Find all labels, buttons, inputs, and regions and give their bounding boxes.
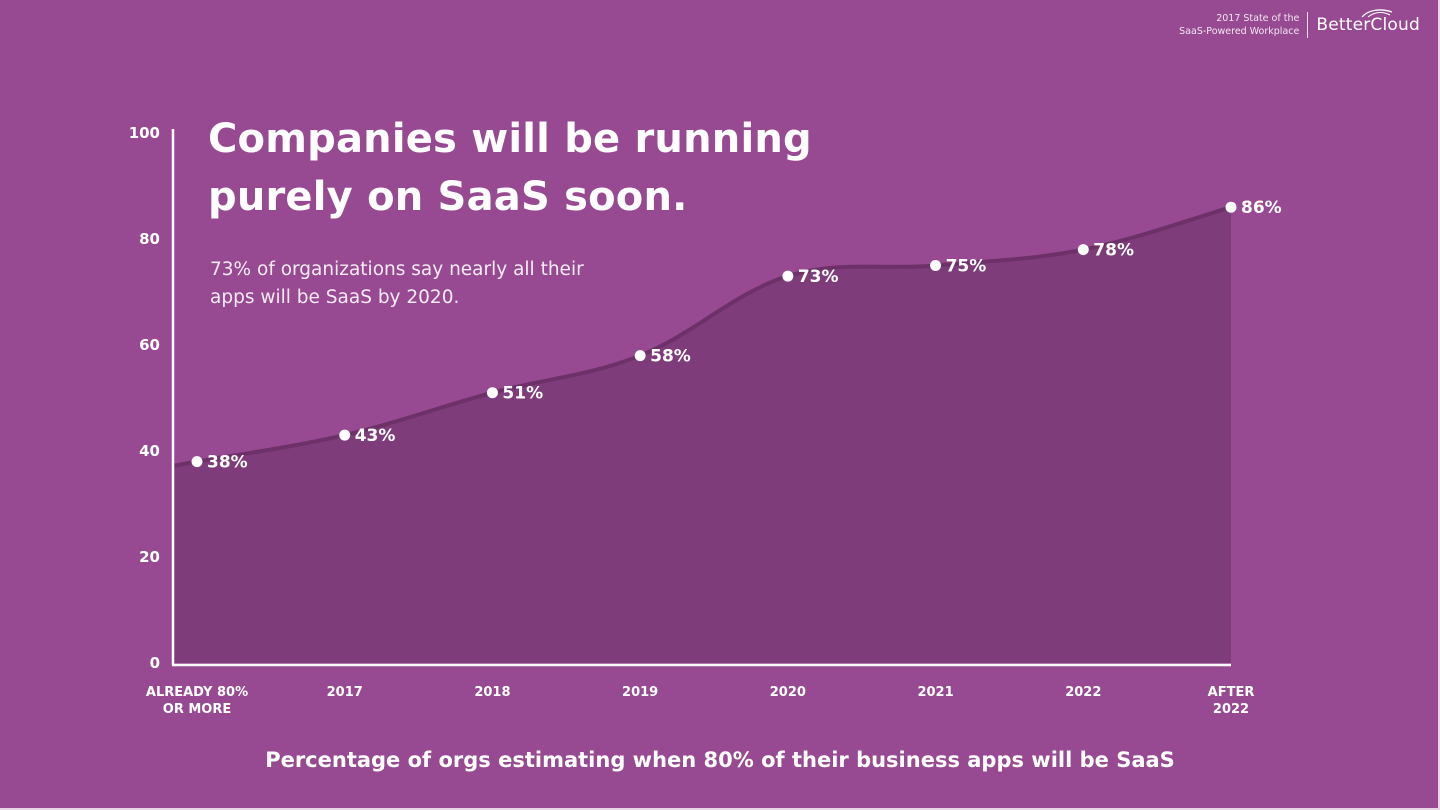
brand-header: 2017 State of the SaaS-Powered Workplace… xyxy=(1179,9,1420,38)
chart-title-line1: Companies will be running xyxy=(208,116,812,162)
chart-title: Companies will be running purely on SaaS… xyxy=(208,110,812,226)
data-label: 86% xyxy=(1241,198,1282,218)
x-tick-label: 2018 xyxy=(474,685,510,700)
data-label: 75% xyxy=(946,257,987,277)
chart-title-line2: purely on SaaS soon. xyxy=(208,174,688,220)
bettercloud-logo: BetterCloud xyxy=(1316,9,1420,35)
series-line xyxy=(172,205,1232,468)
data-point xyxy=(930,260,942,271)
x-tick-label: ALREADY 80% xyxy=(146,685,248,700)
x-tick-label: 2019 xyxy=(622,685,658,700)
chart-subtitle: 73% of organizations say nearly all thei… xyxy=(210,256,670,312)
y-tick-label: 60 xyxy=(139,336,160,354)
data-point xyxy=(1077,244,1089,256)
data-label: 78% xyxy=(1093,241,1134,261)
x-axis-caption: Percentage of orgs estimating when 80% o… xyxy=(265,748,1175,772)
data-point xyxy=(1225,201,1237,213)
y-tick-label: 0 xyxy=(150,654,160,672)
brand-divider xyxy=(1307,12,1309,38)
report-caption-line1: 2017 State of the xyxy=(1216,13,1300,24)
data-label: 43% xyxy=(355,426,396,446)
data-point xyxy=(782,270,794,282)
data-point xyxy=(486,387,498,399)
cloud-swoosh-icon xyxy=(1361,9,1393,18)
data-label: 51% xyxy=(502,384,543,404)
area-fill xyxy=(173,207,1231,663)
y-tick-label: 20 xyxy=(139,548,160,566)
x-tick-label: 2020 xyxy=(770,685,806,700)
x-tick-label: 2022 xyxy=(1213,702,1249,717)
frame-border-bottom xyxy=(0,808,1440,810)
report-caption-line2: SaaS-Powered Workplace xyxy=(1179,26,1300,37)
data-point xyxy=(634,350,646,362)
frame-border-right xyxy=(1438,0,1440,810)
y-tick-label: 40 xyxy=(139,442,160,460)
x-tick-label: 2022 xyxy=(1065,685,1101,700)
data-label: 58% xyxy=(650,347,691,367)
data-label: 38% xyxy=(207,453,248,473)
report-caption: 2017 State of the SaaS-Powered Workplace xyxy=(1179,12,1299,38)
x-tick-label: 2021 xyxy=(917,685,953,700)
logo-text: BetterCloud xyxy=(1316,15,1420,35)
data-point xyxy=(191,456,203,468)
data-point xyxy=(339,429,351,441)
y-tick-label: 100 xyxy=(129,124,160,142)
x-tick-label: AFTER xyxy=(1208,685,1255,700)
y-tick-label: 80 xyxy=(139,230,160,248)
x-tick-label: 2017 xyxy=(327,685,363,700)
chart-subtitle-line1: 73% of organizations say nearly all thei… xyxy=(210,259,584,280)
x-tick-label: OR MORE xyxy=(163,702,231,717)
chart-subtitle-line2: apps will be SaaS by 2020. xyxy=(210,287,460,308)
data-label: 73% xyxy=(798,267,839,287)
